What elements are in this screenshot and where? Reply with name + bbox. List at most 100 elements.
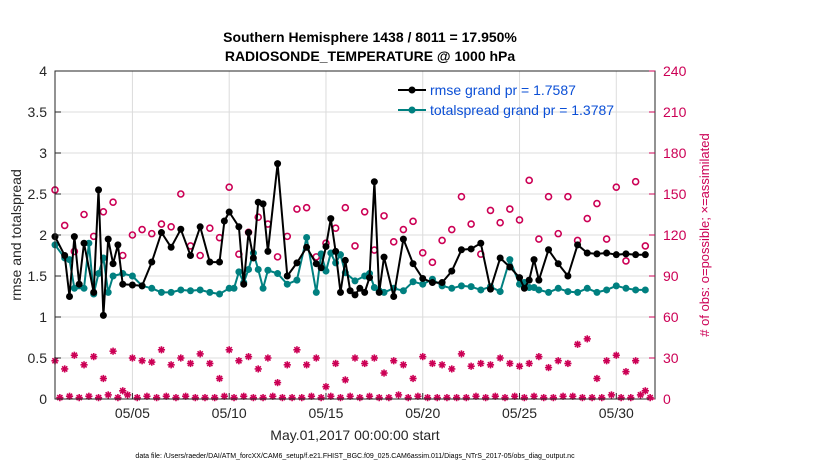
- obs-assimilated-point: [506, 359, 514, 368]
- rmse-point: [612, 251, 620, 259]
- spread-point: [409, 278, 417, 286]
- asterisk-stroke: [511, 393, 518, 400]
- obs-assimilated-point: [409, 374, 417, 383]
- chart-subtitle: RADIOSONDE_TEMPERATURE @ 1000 hPa: [225, 48, 516, 64]
- y-tick-label-left: 3.5: [28, 104, 48, 120]
- asterisk-stroke: [105, 391, 112, 399]
- obs-assimilated-point: [573, 340, 582, 348]
- spread-point: [177, 286, 185, 294]
- asterisk-stroke: [516, 363, 523, 370]
- spread-point: [632, 286, 640, 294]
- rmse-point: [264, 247, 272, 255]
- obs-possible-point: [554, 229, 563, 238]
- asterisk-stroke: [492, 393, 499, 400]
- rmse-point: [375, 288, 383, 296]
- rmse-point: [61, 252, 69, 259]
- spread-point: [293, 276, 301, 284]
- obs-possible-point: [273, 253, 282, 261]
- obs-possible-point: [128, 231, 137, 239]
- asterisk-stroke: [177, 354, 184, 362]
- x-tick-label: 05/25: [502, 405, 537, 421]
- rmse-point: [327, 215, 335, 223]
- obs-possible-point: [80, 210, 88, 219]
- asterisk-stroke: [429, 360, 436, 367]
- rmse-point: [535, 276, 543, 284]
- obs-assimilated-point: [153, 394, 161, 402]
- obs-possible-point: [457, 192, 466, 201]
- asterisk-stroke: [622, 368, 630, 375]
- spread-point: [312, 288, 320, 296]
- legend-spread-label: totalspread grand pr = 1.3787: [430, 102, 614, 118]
- obs-possible-point: [467, 220, 475, 228]
- obs-assimilated-point: [332, 359, 340, 368]
- x-tick-label: 05/05: [115, 405, 150, 421]
- rmse-point: [361, 288, 369, 296]
- legend: rmse grand pr = 1.7587 totalspread grand…: [398, 82, 614, 118]
- rmse-point: [516, 274, 524, 282]
- chart-title: Southern Hemisphere 1438 / 8011 = 17.950…: [223, 29, 517, 45]
- obs-possible-point: [99, 207, 108, 216]
- rmse-point: [467, 245, 475, 253]
- obs-possible-point: [399, 225, 408, 234]
- x-tick-label: 05/20: [405, 405, 440, 421]
- asterisk-stroke: [467, 363, 475, 370]
- rmse-point: [186, 252, 194, 259]
- asterisk-stroke: [351, 354, 359, 362]
- rmse-point: [119, 280, 127, 288]
- legend-rmse-marker: [408, 86, 416, 94]
- series-lines: [51, 160, 649, 319]
- spread-point: [380, 288, 388, 296]
- asterisk-stroke: [472, 393, 480, 400]
- asterisk-stroke: [613, 352, 620, 359]
- obs-assimilated-point: [636, 391, 645, 399]
- obs-assimilated-point: [622, 368, 630, 376]
- rmse-point: [419, 274, 427, 282]
- asterisk-stroke: [637, 391, 644, 399]
- obs-assimilated-point: [128, 354, 137, 362]
- spread-point: [95, 270, 103, 278]
- obs-assimilated-point: [404, 394, 412, 402]
- spread-point: [80, 284, 88, 292]
- obs-assimilated-point: [61, 365, 69, 373]
- obs-assimilated-point: [646, 394, 654, 402]
- rmse-point: [428, 279, 436, 287]
- asterisk-stroke: [235, 357, 243, 364]
- asterisk-stroke: [419, 353, 426, 360]
- rmse-point: [317, 264, 325, 272]
- asterisk-stroke: [143, 393, 151, 400]
- spread-point: [496, 288, 504, 296]
- obs-assimilated-point: [443, 394, 451, 402]
- rmse-point: [525, 276, 533, 284]
- obs-possible-point: [177, 190, 185, 198]
- obs-assimilated-point: [148, 358, 156, 366]
- rmse-point: [457, 246, 465, 254]
- spread-point: [603, 286, 611, 294]
- obs-assimilated-point: [90, 353, 98, 361]
- obs-assimilated-point: [254, 365, 262, 373]
- obs-assimilated-point: [293, 346, 301, 354]
- asterisk-stroke: [530, 393, 538, 400]
- rmse-point: [80, 239, 88, 247]
- rmse-point: [477, 239, 485, 247]
- y-tick-label-right: 90: [663, 268, 679, 284]
- asterisk-stroke: [632, 357, 639, 364]
- obs-assimilated-point: [206, 359, 214, 368]
- spread-point: [535, 286, 543, 294]
- obs-assimilated-point: [225, 346, 233, 354]
- rmse-point: [593, 250, 601, 258]
- obs-assimilated-point: [312, 354, 320, 362]
- obs-assimilated-point: [230, 394, 238, 402]
- obs-possible-point: [496, 218, 504, 227]
- spread-point: [245, 265, 253, 273]
- asterisk-stroke: [371, 354, 378, 362]
- obs-assimilated-point: [351, 354, 359, 362]
- asterisk-stroke: [90, 353, 97, 360]
- obs-assimilated-point: [380, 369, 388, 377]
- obs-assimilated-point: [56, 394, 64, 402]
- rmse-point: [99, 311, 107, 319]
- spread-point: [254, 265, 262, 273]
- obs-assimilated-point: [94, 394, 103, 402]
- y-tick-label-left: 4: [39, 63, 47, 79]
- obs-assimilated-point: [138, 357, 146, 365]
